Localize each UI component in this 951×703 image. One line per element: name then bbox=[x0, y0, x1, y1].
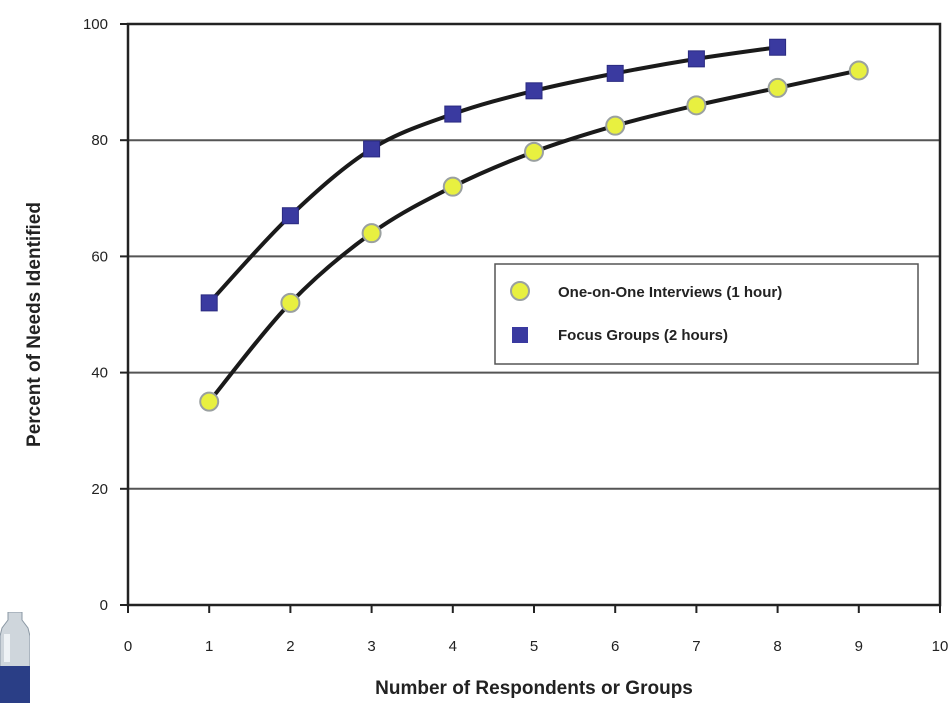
grid-lines bbox=[128, 139, 940, 490]
x-tick-label: 0 bbox=[124, 638, 132, 655]
data-point-square bbox=[363, 140, 381, 158]
y-tick-label: 40 bbox=[91, 365, 108, 382]
x-tick-label: 9 bbox=[855, 638, 863, 655]
legend-box bbox=[494, 263, 919, 365]
data-point-square bbox=[606, 64, 624, 82]
bottle-image bbox=[0, 612, 30, 703]
data-point-square bbox=[200, 294, 218, 312]
legend-marker-interviews bbox=[510, 281, 530, 301]
y-tick-label: 20 bbox=[91, 481, 108, 498]
data-point-square bbox=[525, 82, 543, 100]
y-tick-label: 60 bbox=[91, 248, 108, 265]
data-point-circle bbox=[442, 176, 463, 197]
legend-label-interviews: One-on-One Interviews (1 hour) bbox=[558, 284, 782, 301]
x-axis-title: Number of Respondents or Groups bbox=[375, 678, 693, 699]
data-point-circle bbox=[280, 292, 301, 313]
legend-marker-focus-groups bbox=[512, 327, 528, 343]
x-tick-label: 7 bbox=[692, 638, 700, 655]
data-point-circle bbox=[524, 141, 544, 162]
y-tick-label: 80 bbox=[91, 132, 108, 149]
data-point-circle bbox=[199, 391, 220, 412]
data-point-square bbox=[444, 105, 462, 123]
x-tick-label: 8 bbox=[773, 638, 781, 655]
data-point-circle bbox=[848, 60, 869, 81]
y-axis-title: Percent of Needs Identified bbox=[24, 202, 45, 447]
axes bbox=[120, 22, 942, 613]
data-point-square bbox=[687, 50, 705, 68]
data-point-circle bbox=[767, 77, 788, 98]
legend-label-focus-groups: Focus Groups (2 hours) bbox=[558, 327, 728, 344]
data-point-square bbox=[281, 207, 299, 225]
data-point-square bbox=[769, 38, 787, 56]
series-markers bbox=[199, 38, 869, 412]
y-tick-label: 100 bbox=[83, 16, 108, 33]
x-tick-label: 10 bbox=[932, 638, 949, 655]
x-tick-label: 5 bbox=[530, 638, 538, 655]
y-tick-label: 0 bbox=[100, 597, 108, 614]
legend: One-on-One Interviews (1 hour) Focus Gro… bbox=[494, 263, 919, 365]
x-tick-label: 2 bbox=[286, 638, 294, 655]
x-tick-label: 3 bbox=[367, 638, 375, 655]
data-point-circle bbox=[361, 223, 382, 244]
x-tick-label: 4 bbox=[449, 638, 457, 655]
data-point-circle bbox=[605, 115, 626, 136]
x-tick-label: 1 bbox=[205, 638, 213, 655]
plot-frame bbox=[126, 22, 942, 607]
x-tick-label: 6 bbox=[611, 638, 619, 655]
data-point-circle bbox=[686, 95, 707, 116]
tick-labels: 0 20 40 60 80 100 0 1 2 3 4 5 6 7 8 9 10 bbox=[83, 16, 948, 655]
